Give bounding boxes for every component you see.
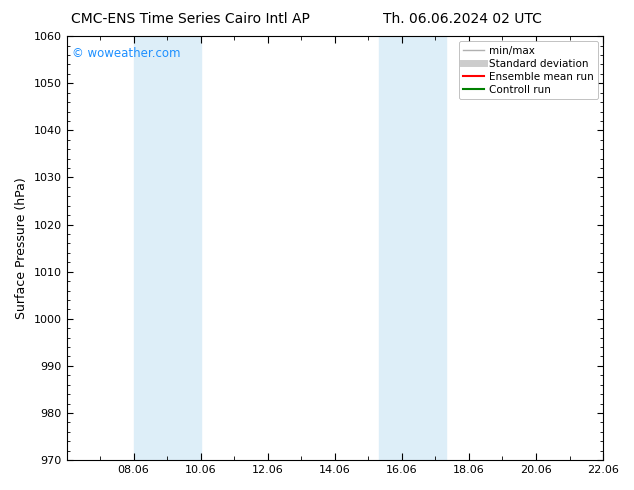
Y-axis label: Surface Pressure (hPa): Surface Pressure (hPa) bbox=[15, 177, 28, 319]
Bar bbox=[134, 36, 201, 460]
Bar bbox=[379, 36, 446, 460]
Text: © woweather.com: © woweather.com bbox=[72, 47, 181, 60]
Text: CMC-ENS Time Series Cairo Intl AP: CMC-ENS Time Series Cairo Intl AP bbox=[71, 12, 309, 26]
Legend: min/max, Standard deviation, Ensemble mean run, Controll run: min/max, Standard deviation, Ensemble me… bbox=[459, 41, 598, 99]
Text: Th. 06.06.2024 02 UTC: Th. 06.06.2024 02 UTC bbox=[384, 12, 542, 26]
